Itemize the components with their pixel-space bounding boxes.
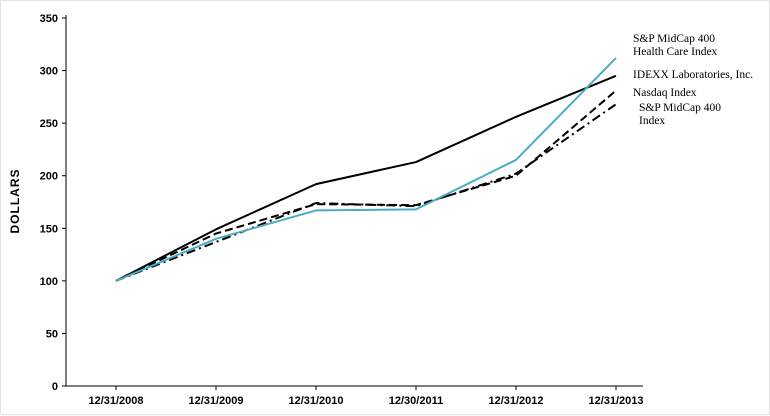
x-tick-label: 12/30/2011 (389, 395, 443, 407)
y-tick-label: 150 (40, 223, 58, 235)
series-line-sp-midcap (115, 103, 617, 282)
series-line-nasdaq (115, 89, 617, 282)
legend-label-sp-midcap-400-index: S&P MidCap 400 Index (639, 102, 722, 127)
x-tick-label: 12/31/2012 (488, 395, 543, 407)
series-line-sp-midcap-healthcare (115, 57, 617, 282)
y-tick-label: 50 (46, 328, 58, 340)
y-tick-label: 350 (40, 13, 58, 25)
legend-label-sp-midcap-400-health-care-index: S&P MidCap 400 Health Care Index (633, 33, 718, 58)
y-tick-label: 0 (52, 381, 58, 393)
x-tick-label: 12/31/2010 (288, 395, 343, 407)
legend-label-idexx-laboratories: IDEXX Laboratories, Inc. (633, 69, 754, 81)
y-axis-title: DOLLARS (8, 168, 22, 234)
x-tick-label: 12/31/2008 (88, 395, 143, 407)
x-tick-label: 12/31/2013 (588, 395, 643, 407)
x-tick-label: 12/31/2009 (188, 395, 243, 407)
y-tick-label: 200 (40, 171, 58, 183)
y-tick-label: 100 (40, 276, 58, 288)
legend-label-nasdaq-index: Nasdaq Index (633, 87, 697, 99)
y-tick-label: 250 (40, 118, 58, 130)
y-tick-label: 300 (40, 66, 58, 78)
series-line-idexx (115, 74, 617, 282)
